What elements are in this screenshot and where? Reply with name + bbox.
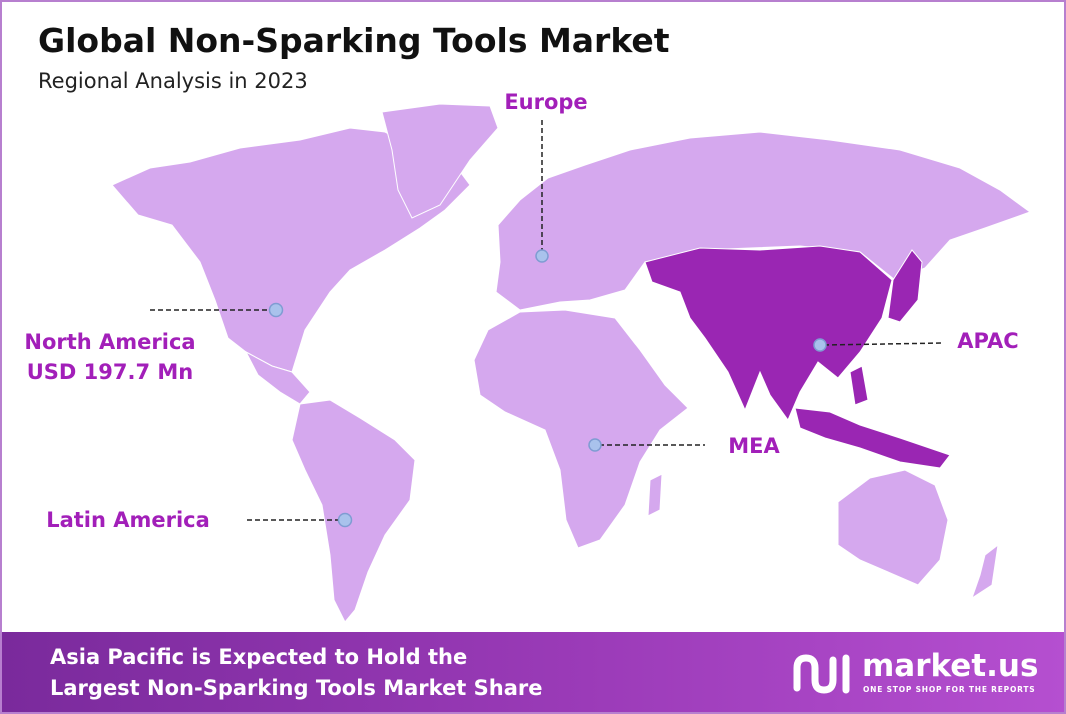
- asia-mainland: [644, 245, 893, 422]
- brand-icon-stroke: [793, 654, 837, 694]
- marker: [588, 438, 602, 452]
- greenland: [381, 103, 499, 219]
- apac-highlight: [644, 245, 951, 469]
- brand-name: market.us: [862, 648, 1038, 684]
- brand-tagline: ONE STOP SHOP FOR THE REPORTS: [863, 685, 1036, 694]
- footer-text: Largest Non-Sparking Tools Market Share: [50, 676, 543, 700]
- region-label: APAC: [957, 329, 1018, 353]
- north-america: [111, 127, 471, 373]
- madagascar: [647, 473, 663, 517]
- south-america: [291, 399, 416, 623]
- leader-line: [823, 342, 945, 346]
- new-zealand: [971, 543, 999, 600]
- philippines: [849, 365, 869, 406]
- leader-lines: [150, 120, 945, 521]
- footer-text: Asia Pacific is Expected to Hold the: [50, 645, 467, 669]
- brand-icon: [793, 654, 850, 694]
- japan: [887, 249, 923, 323]
- region-value: USD 197.7 Mn: [27, 360, 194, 384]
- footer-band: [2, 632, 1064, 712]
- region-label: Europe: [504, 90, 587, 114]
- world-map: [111, 103, 1032, 623]
- australia: [837, 469, 949, 586]
- title: Global Non-Sparking Tools Market: [38, 21, 670, 60]
- eurasia: [495, 131, 1032, 311]
- subtitle: Regional Analysis in 2023: [38, 69, 308, 93]
- central-america: [244, 350, 311, 405]
- marker: [535, 249, 549, 263]
- region-label: North America: [24, 330, 195, 354]
- marker: [268, 302, 284, 318]
- markers: [268, 249, 827, 528]
- africa: [473, 309, 689, 549]
- region-label: MEA: [728, 434, 780, 458]
- indonesia: [794, 407, 951, 469]
- marker: [337, 512, 353, 528]
- marker: [813, 338, 827, 352]
- region-label: Latin America: [46, 508, 210, 532]
